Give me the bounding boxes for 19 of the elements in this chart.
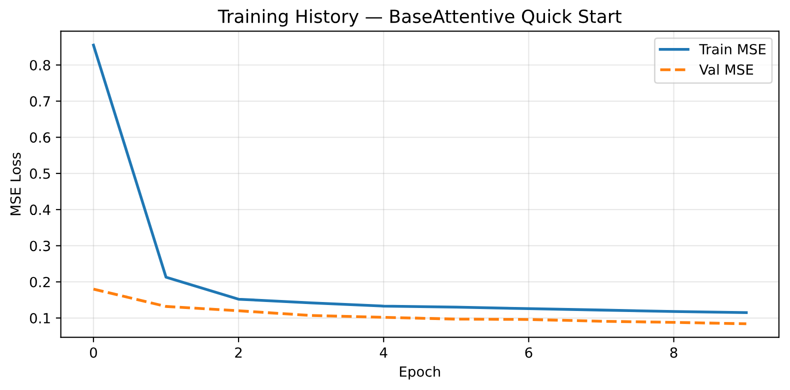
legend-label: Train MSE bbox=[699, 44, 766, 54]
y-tick-label: 0.2 bbox=[30, 276, 50, 288]
y-tick-label: 0.5 bbox=[30, 168, 50, 179]
x-tick-label: 2 bbox=[235, 347, 242, 358]
line-series bbox=[92, 288, 748, 326]
y-tick-label: 0.8 bbox=[30, 60, 50, 70]
y-axis-title: MSE Loss bbox=[10, 152, 21, 216]
y-tick-label: 0.6 bbox=[30, 132, 50, 143]
chart-title: Training History — BaseAttentive Quick Start bbox=[218, 9, 622, 27]
x-tick-label: 6 bbox=[525, 347, 532, 358]
y-tick-label: 0.4 bbox=[30, 204, 50, 216]
legend-label: Val MSE bbox=[699, 64, 754, 75]
y-tick-label: 0.7 bbox=[30, 96, 50, 107]
x-tick-label: 8 bbox=[670, 347, 678, 358]
x-tick-label: 4 bbox=[380, 348, 388, 358]
y-tick-label: 0.1 bbox=[30, 312, 50, 324]
y-tick-label: 0.3 bbox=[30, 240, 50, 252]
x-axis-title: Epoch bbox=[400, 366, 440, 380]
x-tick-label: 0 bbox=[90, 347, 97, 358]
